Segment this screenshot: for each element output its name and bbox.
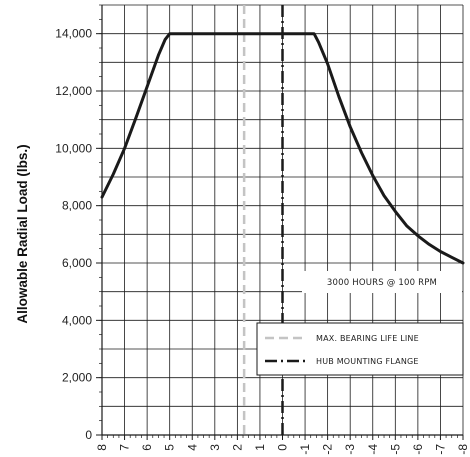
- y-tick-labels: 0 2,000 4,000 6,000 8,000 10,000 12,000 14,000: [55, 27, 92, 442]
- x-tick-label-11: -3: [343, 444, 357, 455]
- x-tick-label-2: 6: [140, 444, 154, 451]
- x-tick-labels: 8 7 6 5 4 3 2 1 0 -1 -2 -3 -4 -5 -6 -7 -8: [95, 444, 470, 455]
- x-tick-label-6: 2: [230, 444, 244, 451]
- x-tick-label-10: -2: [321, 444, 335, 455]
- y-tick-label-7: 14,000: [55, 27, 92, 41]
- x-tick-label-13: -5: [388, 444, 402, 455]
- x-tick-label-16: -8: [456, 444, 470, 455]
- x-tick-label-1: 7: [118, 444, 132, 451]
- x-tick-label-15: -7: [433, 444, 447, 455]
- y-tick-label-0: 0: [85, 428, 92, 442]
- x-tick-label-7: 1: [253, 444, 267, 451]
- axes: [96, 4, 464, 440]
- annotation-box: 3000 HOURS @ 100 RPM: [302, 271, 462, 293]
- x-tick-label-14: -6: [411, 444, 425, 455]
- x-tick-label-3: 5: [163, 444, 177, 451]
- y-tick-label-2: 4,000: [62, 313, 92, 327]
- series-layer: [100, 32, 465, 265]
- annotation-text: 3000 HOURS @ 100 RPM: [327, 278, 437, 288]
- x-tick-label-9: -1: [298, 444, 312, 455]
- legend-label-hub-flange: HUB MOUNTING FLANGE: [316, 357, 419, 366]
- y-tick-label-4: 8,000: [62, 199, 92, 213]
- x-tick-label-8: 0: [276, 444, 290, 451]
- y-tick-label-6: 12,000: [55, 84, 92, 98]
- legend-label-bearing-life: MAX. BEARING LIFE LINE: [316, 334, 419, 343]
- x-tick-label-0: 8: [95, 444, 109, 451]
- y-tick-label-3: 6,000: [62, 256, 92, 270]
- series-line-0: [100, 32, 465, 265]
- legend: MAX. BEARING LIFE LINE HUB MOUNTING FLAN…: [256, 322, 464, 376]
- x-tick-label-4: 4: [185, 444, 199, 451]
- x-tick-label-12: -4: [366, 444, 380, 455]
- y-tick-label-5: 10,000: [55, 141, 92, 155]
- x-tick-label-5: 3: [208, 444, 222, 451]
- y-tick-label-1: 2,000: [62, 371, 92, 385]
- y-axis-title: Allowable Radial Load (lbs.): [15, 144, 30, 323]
